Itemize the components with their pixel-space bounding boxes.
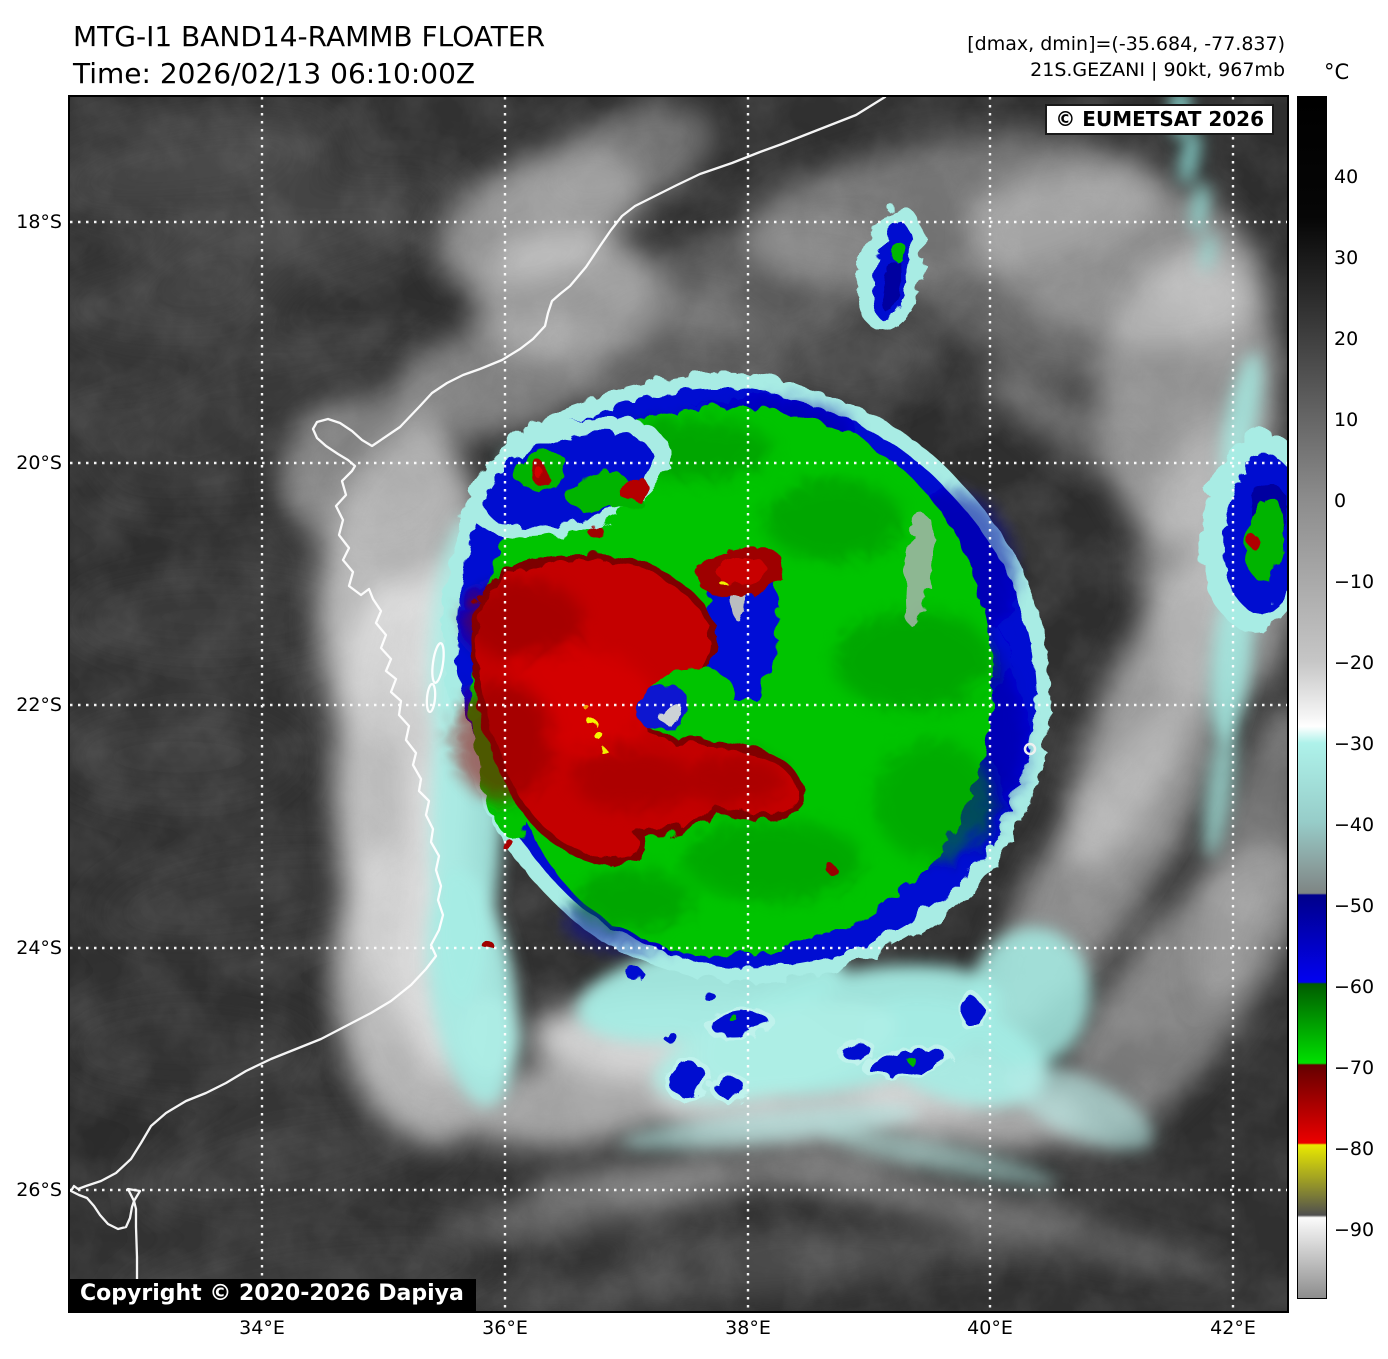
north-cell (853, 204, 923, 326)
satellite-map: © EUMETSAT 2026 Copyright © 2020-2026 Da… (68, 95, 1289, 1313)
lat-label-22s: 22°S (16, 694, 62, 716)
colorbar-unit-label: °C (1324, 60, 1350, 84)
cb-tick-m10: −10 (1334, 571, 1375, 593)
storm-intensity-readout: 21S.GEZANI | 90kt, 967mb (1030, 59, 1285, 81)
eumetsat-badge: © EUMETSAT 2026 (1045, 104, 1274, 135)
coastline (70, 97, 887, 1311)
storm-core (438, 204, 1287, 1099)
cb-tick-m60: −60 (1334, 976, 1375, 998)
cb-tick-m40: −40 (1334, 814, 1375, 836)
eye-gray (655, 701, 681, 721)
lon-label-42e: 42°E (1210, 1317, 1256, 1339)
cb-tick-20: 20 (1334, 328, 1359, 350)
east-edge-cell (1197, 429, 1287, 629)
cb-tick-m50: −50 (1334, 895, 1375, 917)
temperature-colorbar (1297, 96, 1327, 1299)
lon-label-36e: 36°E (482, 1317, 528, 1339)
cb-tick-m80: −80 (1334, 1138, 1375, 1160)
central-blue-wedge (703, 561, 775, 702)
north-red-patch (693, 541, 781, 595)
grid-lines (70, 97, 1287, 1311)
cb-tick-m70: −70 (1334, 1057, 1375, 1079)
nw-cluster (463, 413, 667, 537)
lon-label-38e: 38°E (725, 1317, 771, 1339)
cb-tick-m90: −90 (1334, 1219, 1375, 1241)
header-right: [dmax, dmin]=(-35.684, -77.837) 21S.GEZA… (967, 31, 1285, 83)
copyright-badge: Copyright © 2020-2026 Dapiya (70, 1279, 476, 1311)
cb-tick-10: 10 (1334, 409, 1359, 431)
gray-gap (900, 512, 930, 622)
product-title: MTG-I1 BAND14-RAMMB FLOATER (73, 20, 546, 53)
green-mottle (570, 417, 990, 927)
yellow-specks (582, 703, 603, 750)
cb-tick-m30: −30 (1334, 733, 1375, 755)
lon-label-40e: 40°E (967, 1317, 1013, 1339)
satellite-image (70, 97, 1287, 1311)
south-blue-cells (621, 963, 985, 1099)
lat-label-18s: 18°S (16, 211, 62, 233)
white-curl-mark (1023, 742, 1037, 756)
cb-tick-0: 0 (1334, 490, 1347, 512)
cb-tick-40: 40 (1334, 166, 1359, 188)
cb-tick-m20: −20 (1334, 652, 1375, 674)
lon-label-34e: 34°E (239, 1317, 285, 1339)
product-time: Time: 2026/02/13 06:10:00Z (73, 57, 476, 90)
lat-label-24s: 24°S (16, 937, 62, 959)
header-left: MTG-I1 BAND14-RAMMB FLOATER Time: 2026/0… (73, 18, 545, 92)
dmax-dmin-readout: [dmax, dmin]=(-35.684, -77.837) (967, 33, 1285, 55)
cb-tick-30: 30 (1334, 247, 1359, 269)
red-mottle (450, 577, 780, 807)
lat-label-26s: 26°S (16, 1179, 62, 1201)
lat-label-20s: 20°S (16, 452, 62, 474)
